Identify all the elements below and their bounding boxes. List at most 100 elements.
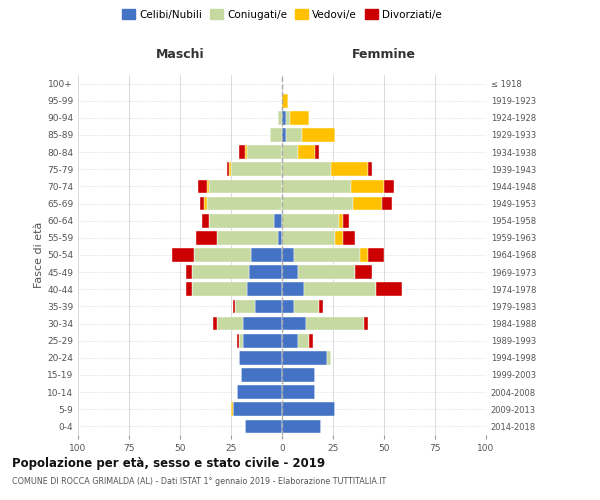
Bar [245,146,247,159]
Bar [343,214,349,228]
Bar [241,368,282,382]
Bar [384,180,394,194]
Bar [282,111,286,124]
Bar [282,248,294,262]
Bar [206,180,209,194]
Bar [278,111,282,124]
Bar [237,334,239,347]
Bar [308,334,313,347]
Bar [209,214,274,228]
Bar [192,282,247,296]
Bar [233,300,235,314]
Bar [200,196,205,210]
Bar [212,316,217,330]
Bar [205,196,206,210]
Bar [286,128,302,142]
Bar [359,248,368,262]
Bar [231,402,233,416]
Bar [282,180,352,194]
Legend: Celibi/Nubili, Coniugati/e, Vedovi/e, Divorziati/e: Celibi/Nubili, Coniugati/e, Vedovi/e, Di… [118,5,446,24]
Bar [282,386,314,399]
Bar [217,231,278,244]
Bar [227,162,229,176]
Bar [250,266,282,279]
Bar [282,316,307,330]
Bar [294,248,359,262]
Bar [282,300,294,314]
Bar [235,300,256,314]
Bar [282,266,298,279]
Bar [327,351,331,364]
Bar [298,266,355,279]
Bar [282,282,304,296]
Bar [196,231,217,244]
Text: Maschi: Maschi [155,48,205,62]
Bar [239,146,245,159]
Bar [302,128,335,142]
Bar [282,214,339,228]
Bar [282,162,331,176]
Bar [282,231,335,244]
Bar [192,266,250,279]
Bar [274,214,282,228]
Text: COMUNE DI ROCCA GRIMALDA (AL) - Dati ISTAT 1° gennaio 2019 - Elaborazione TUTTIT: COMUNE DI ROCCA GRIMALDA (AL) - Dati IST… [12,478,386,486]
Bar [243,316,282,330]
Bar [256,300,282,314]
Bar [247,146,282,159]
Bar [237,386,282,399]
Bar [270,128,282,142]
Bar [319,300,323,314]
Bar [186,282,192,296]
Bar [286,111,290,124]
Bar [314,146,319,159]
Bar [282,146,298,159]
Bar [298,146,314,159]
Bar [335,231,343,244]
Bar [243,334,282,347]
Bar [172,248,194,262]
Bar [206,196,282,210]
Bar [307,316,364,330]
Bar [343,231,355,244]
Bar [247,282,282,296]
Y-axis label: Anni di nascita: Anni di nascita [598,216,600,294]
Bar [199,180,206,194]
Bar [282,94,288,108]
Bar [282,368,314,382]
Bar [278,231,282,244]
Bar [364,316,368,330]
Bar [376,282,403,296]
Bar [339,214,343,228]
Bar [368,162,372,176]
Bar [282,128,286,142]
Bar [239,351,282,364]
Bar [368,248,384,262]
Bar [194,248,251,262]
Bar [382,196,392,210]
Bar [282,196,353,210]
Bar [186,266,192,279]
Bar [331,162,368,176]
Bar [229,162,231,176]
Bar [290,111,308,124]
Bar [245,420,282,434]
Bar [231,162,282,176]
Bar [251,248,282,262]
Bar [233,402,282,416]
Bar [282,334,298,347]
Bar [282,351,327,364]
Bar [355,266,372,279]
Bar [294,300,319,314]
Bar [282,420,321,434]
Bar [282,402,335,416]
Bar [217,316,243,330]
Bar [298,334,308,347]
Bar [239,334,243,347]
Text: Popolazione per età, sesso e stato civile - 2019: Popolazione per età, sesso e stato civil… [12,458,325,470]
Bar [209,180,282,194]
Bar [352,180,384,194]
Bar [202,214,209,228]
Bar [353,196,382,210]
Text: Femmine: Femmine [352,48,416,62]
Y-axis label: Fasce di età: Fasce di età [34,222,44,288]
